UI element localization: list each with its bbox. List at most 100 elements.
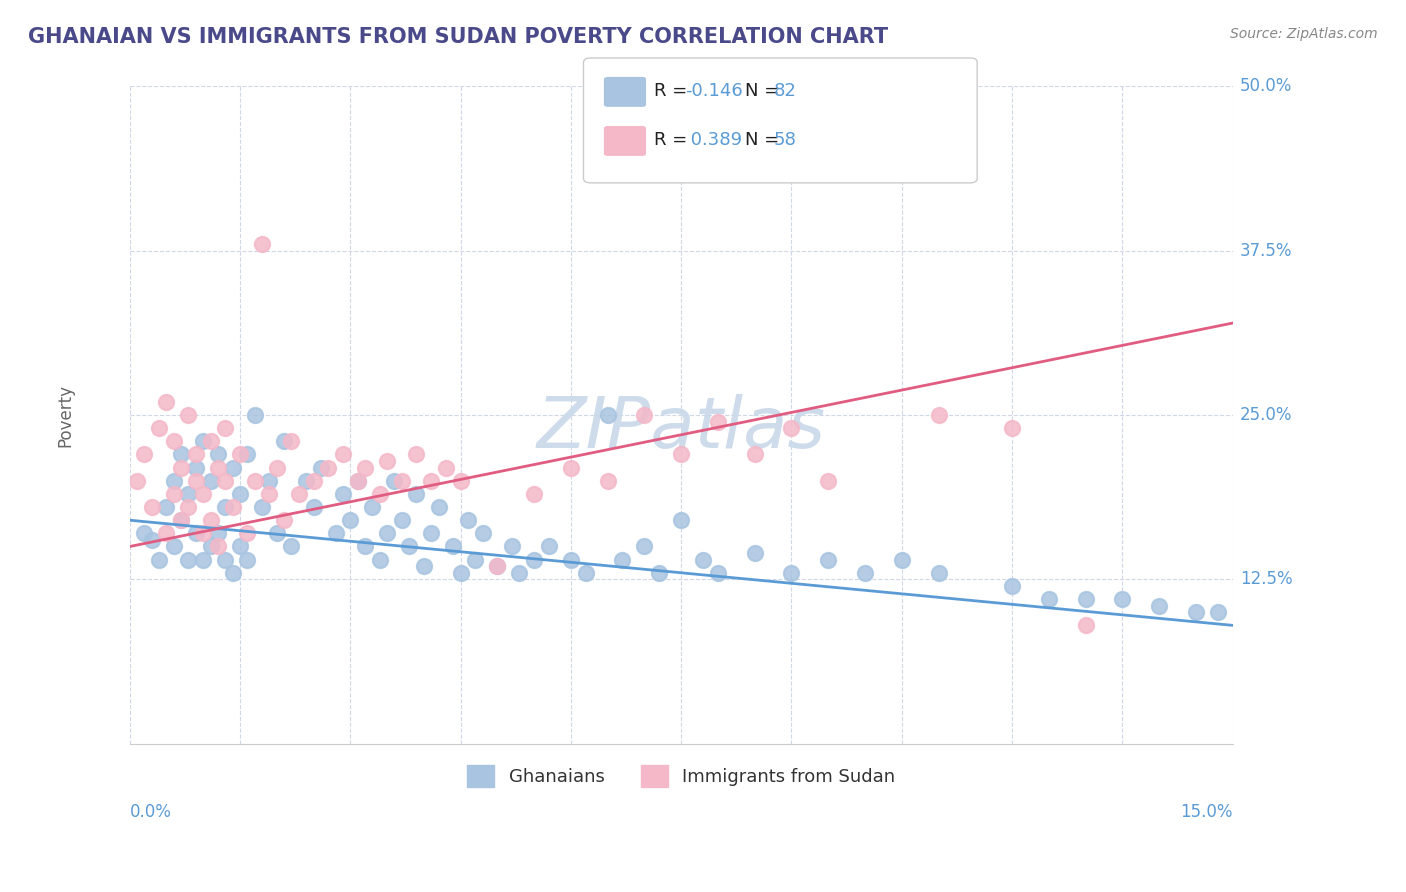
Point xyxy=(170,513,193,527)
Point xyxy=(1185,605,1208,619)
Point xyxy=(375,454,398,468)
Point xyxy=(259,474,281,488)
Point xyxy=(207,526,229,541)
Text: -0.146: -0.146 xyxy=(685,82,742,100)
Point xyxy=(707,566,730,580)
Point xyxy=(501,540,523,554)
Point xyxy=(853,145,876,160)
Point xyxy=(457,513,479,527)
Point xyxy=(309,460,332,475)
Point xyxy=(398,540,420,554)
Point xyxy=(229,540,252,554)
Point xyxy=(221,500,243,514)
Point xyxy=(780,566,803,580)
Point xyxy=(163,540,186,554)
Text: N =: N = xyxy=(745,131,785,149)
Point xyxy=(214,474,236,488)
Point xyxy=(464,552,486,566)
Point xyxy=(316,460,339,475)
Point xyxy=(207,540,229,554)
Point xyxy=(669,513,692,527)
Point xyxy=(250,500,273,514)
Point xyxy=(193,487,215,501)
Point xyxy=(612,552,634,566)
Point xyxy=(368,552,391,566)
Point xyxy=(596,474,619,488)
Point xyxy=(574,566,596,580)
Point xyxy=(243,474,266,488)
Point xyxy=(125,474,148,488)
Point xyxy=(302,500,325,514)
Point xyxy=(744,448,766,462)
Point xyxy=(853,566,876,580)
Point xyxy=(184,448,207,462)
Point xyxy=(163,474,186,488)
Point xyxy=(207,460,229,475)
Point xyxy=(405,448,427,462)
Point xyxy=(200,474,222,488)
Point xyxy=(368,487,391,501)
Point xyxy=(817,474,839,488)
Point xyxy=(391,513,413,527)
Point xyxy=(221,566,243,580)
Point xyxy=(155,395,177,409)
Point xyxy=(280,540,302,554)
Point xyxy=(200,513,222,527)
Point xyxy=(486,559,509,574)
Point xyxy=(280,434,302,449)
Point xyxy=(692,552,714,566)
Point xyxy=(184,474,207,488)
Point xyxy=(193,526,215,541)
Point xyxy=(707,415,730,429)
Point xyxy=(1074,592,1097,607)
Text: 0.0%: 0.0% xyxy=(129,803,172,821)
Text: 15.0%: 15.0% xyxy=(1180,803,1233,821)
Point xyxy=(236,526,259,541)
Point xyxy=(134,448,156,462)
Point xyxy=(266,526,288,541)
Point xyxy=(434,460,457,475)
Point xyxy=(508,566,530,580)
Point xyxy=(236,448,259,462)
Point xyxy=(141,533,163,547)
Point xyxy=(537,540,560,554)
Point xyxy=(420,526,443,541)
Text: 25.0%: 25.0% xyxy=(1240,406,1292,424)
Text: 82: 82 xyxy=(773,82,796,100)
Point xyxy=(236,552,259,566)
Point xyxy=(1001,579,1024,593)
Point xyxy=(259,487,281,501)
Point xyxy=(412,559,434,574)
Point xyxy=(302,474,325,488)
Point xyxy=(207,448,229,462)
Legend: Ghanaians, Immigrants from Sudan: Ghanaians, Immigrants from Sudan xyxy=(460,757,903,794)
Point xyxy=(391,474,413,488)
Point xyxy=(295,474,318,488)
Text: 0.389: 0.389 xyxy=(685,131,742,149)
Point xyxy=(332,448,354,462)
Point xyxy=(184,526,207,541)
Point xyxy=(450,566,472,580)
Point xyxy=(1111,592,1133,607)
Point xyxy=(214,552,236,566)
Point xyxy=(669,448,692,462)
Point xyxy=(288,487,311,501)
Point xyxy=(177,552,200,566)
Point xyxy=(229,487,252,501)
Point xyxy=(471,526,494,541)
Point xyxy=(420,474,443,488)
Point xyxy=(890,552,912,566)
Point xyxy=(266,460,288,475)
Point xyxy=(384,474,406,488)
Point xyxy=(177,408,200,422)
Text: 50.0%: 50.0% xyxy=(1240,78,1292,95)
Point xyxy=(928,408,950,422)
Point xyxy=(354,540,377,554)
Point xyxy=(163,487,186,501)
Point xyxy=(354,460,377,475)
Point xyxy=(817,552,839,566)
Point xyxy=(250,237,273,252)
Point xyxy=(339,513,361,527)
Point xyxy=(243,408,266,422)
Text: Poverty: Poverty xyxy=(56,384,75,447)
